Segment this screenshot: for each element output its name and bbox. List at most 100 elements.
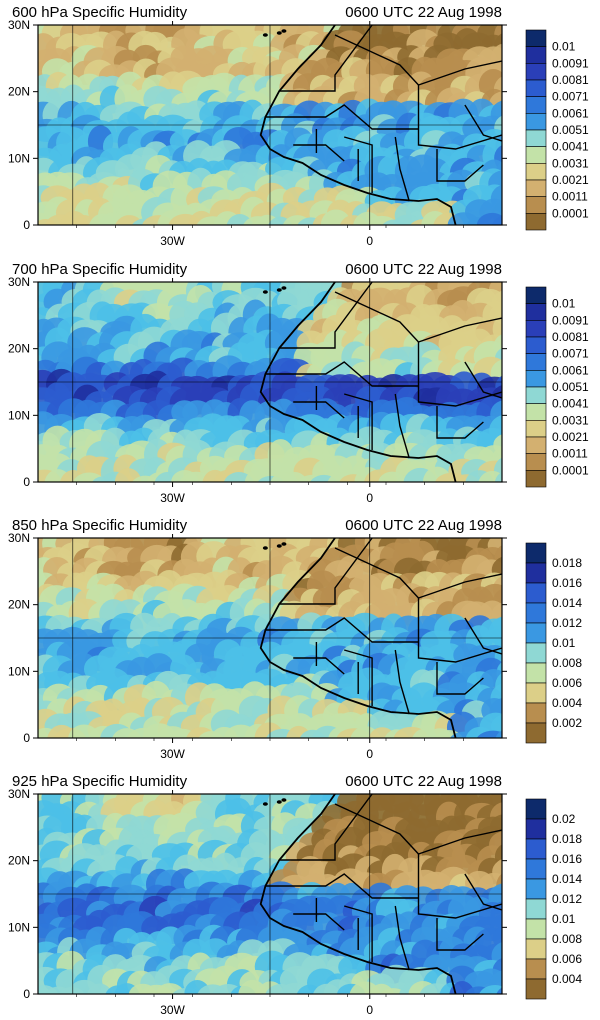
lat-label: 20N bbox=[8, 85, 30, 99]
colorbar-label: 0.01 bbox=[552, 297, 576, 311]
panel-date: 0600 UTC 22 Aug 1998 bbox=[345, 773, 502, 790]
country-border bbox=[464, 361, 502, 399]
lat-label: 20N bbox=[8, 342, 30, 356]
island bbox=[262, 546, 268, 550]
colorbar-label: 0.0001 bbox=[552, 463, 589, 477]
country-border bbox=[464, 104, 502, 142]
country-border bbox=[265, 873, 419, 899]
colorbar-label: 0.02 bbox=[552, 812, 576, 826]
lat-label: 30N bbox=[8, 275, 30, 289]
panel-1: 600 hPa Specific Humidity 0600 UTC 22 Aug… bbox=[8, 4, 589, 248]
country-border bbox=[279, 794, 373, 861]
country-border bbox=[418, 60, 502, 86]
island bbox=[276, 544, 282, 548]
lon-label: 30W bbox=[160, 491, 185, 505]
country-border bbox=[334, 291, 420, 343]
panel-title: 600 hPa Specific Humidity bbox=[12, 4, 188, 21]
colorbar-swatch bbox=[525, 582, 547, 604]
colorbar: 0.01 0.0091 0.0081 0.0071 0.0061 0.0051 0.0041… bbox=[525, 29, 589, 231]
colorbar-swatch bbox=[525, 838, 547, 860]
humidity-field bbox=[38, 25, 502, 225]
country-border bbox=[418, 317, 502, 343]
panel-3: 850 hPa Specific Humidity 0600 UTC 22 Aug… bbox=[8, 517, 582, 761]
lon-label: 30W bbox=[160, 1003, 185, 1017]
lat-label: 10N bbox=[8, 664, 30, 678]
country-border bbox=[394, 649, 410, 715]
island bbox=[276, 800, 282, 804]
lat-label: 10N bbox=[8, 408, 30, 422]
island bbox=[281, 286, 287, 290]
colorbar-swatch bbox=[525, 642, 547, 664]
country-border bbox=[417, 85, 502, 150]
country-border bbox=[279, 538, 373, 605]
panel-title: 700 hPa Specific Humidity bbox=[12, 261, 188, 278]
colorbar-swatch bbox=[525, 858, 547, 880]
colorbar-swatch bbox=[525, 662, 547, 684]
colorbar-swatch bbox=[525, 113, 547, 131]
panel-title: 850 hPa Specific Humidity bbox=[12, 517, 188, 534]
panel-date: 0600 UTC 22 Aug 1998 bbox=[345, 4, 502, 21]
colorbar-label: 0.01 bbox=[552, 636, 576, 650]
colorbar-label: 0.0031 bbox=[552, 413, 589, 427]
colorbar-label: 0.0071 bbox=[552, 90, 589, 104]
country-border bbox=[265, 617, 419, 643]
country-border bbox=[436, 918, 484, 951]
colorbar-label: 0.0021 bbox=[552, 430, 589, 444]
colorbar-swatch bbox=[525, 286, 547, 304]
colorbar-swatch bbox=[525, 96, 547, 114]
country-border bbox=[394, 393, 410, 459]
colorbar-label: 0.01 bbox=[552, 912, 576, 926]
colorbar-label: 0.004 bbox=[552, 696, 582, 710]
colorbar-swatch bbox=[525, 213, 547, 231]
country-border bbox=[265, 104, 419, 130]
country-border bbox=[436, 662, 484, 695]
colorbar-swatch bbox=[525, 403, 547, 421]
colorbar-swatch bbox=[525, 79, 547, 97]
country-border bbox=[417, 854, 502, 919]
humidity-field bbox=[38, 282, 502, 482]
colorbar-swatch bbox=[525, 722, 547, 744]
colorbar-swatch bbox=[525, 682, 547, 704]
country-border bbox=[394, 905, 410, 971]
colorbar-swatch bbox=[525, 562, 547, 584]
lat-label: 10N bbox=[8, 920, 30, 934]
colorbar-label: 0.012 bbox=[552, 892, 582, 906]
colorbar-label: 0.0071 bbox=[552, 347, 589, 361]
colorbar-swatch bbox=[525, 46, 547, 64]
country-border bbox=[293, 401, 345, 419]
country-border bbox=[293, 913, 345, 931]
island bbox=[281, 542, 287, 546]
colorbar: 0.01 0.0091 0.0081 0.0071 0.0061 0.0051 0.0041… bbox=[525, 286, 589, 488]
colorbar-label: 0.002 bbox=[552, 716, 582, 730]
lon-label: 0 bbox=[366, 491, 373, 505]
colorbar-label: 0.008 bbox=[552, 932, 582, 946]
country-border bbox=[394, 136, 410, 202]
lat-label: 10N bbox=[8, 151, 30, 165]
colorbar-label: 0.0091 bbox=[552, 56, 589, 70]
colorbar-swatch bbox=[525, 798, 547, 820]
country-border bbox=[334, 547, 420, 599]
lat-label: 0 bbox=[23, 218, 30, 232]
colorbar-swatch bbox=[525, 958, 547, 980]
island bbox=[281, 29, 287, 33]
colorbar-label: 0.0051 bbox=[552, 123, 589, 137]
country-border bbox=[418, 573, 502, 599]
island bbox=[276, 31, 282, 35]
country-border bbox=[464, 617, 502, 655]
island bbox=[281, 798, 287, 802]
humidity-field bbox=[38, 538, 502, 738]
colorbar-swatch bbox=[525, 370, 547, 388]
colorbar-swatch bbox=[525, 146, 547, 164]
colorbar: 0.018 0.016 0.014 0.012 0.01 0.008 0.006 0.004 0… bbox=[525, 542, 582, 744]
colorbar-swatch bbox=[525, 336, 547, 354]
colorbar-label: 0.0041 bbox=[552, 397, 589, 411]
coastline bbox=[259, 282, 457, 482]
colorbar-swatch bbox=[525, 818, 547, 840]
colorbar-swatch bbox=[525, 542, 547, 564]
lat-label: 0 bbox=[23, 987, 30, 1001]
colorbar-label: 0.0061 bbox=[552, 106, 589, 120]
colorbar-label: 0.014 bbox=[552, 872, 582, 886]
lon-label: 0 bbox=[366, 234, 373, 248]
country-border bbox=[464, 873, 502, 911]
